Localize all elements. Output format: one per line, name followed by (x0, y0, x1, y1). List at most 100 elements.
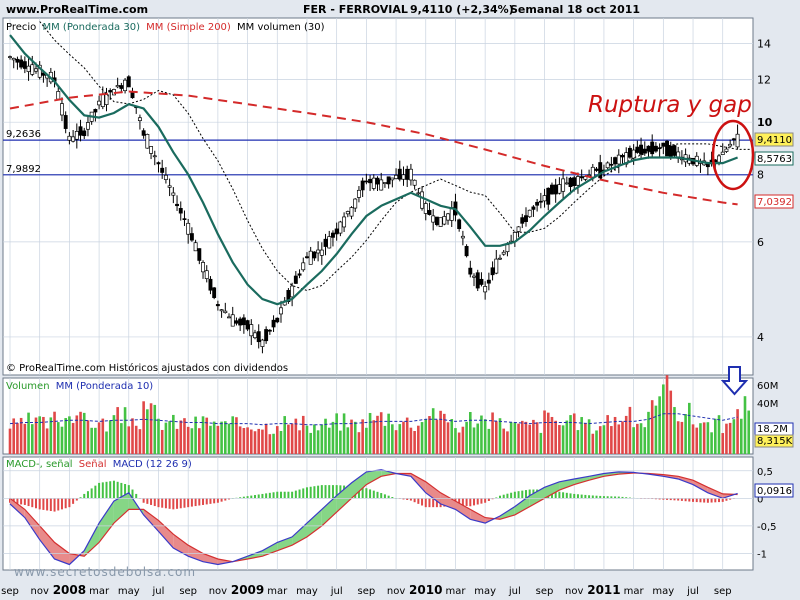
candlestick-series (8, 55, 740, 354)
volume-bar (435, 419, 439, 454)
macd-hist-bar (309, 486, 312, 499)
volume-bar (146, 409, 149, 454)
volume-bar (643, 427, 647, 454)
candle-body (642, 148, 647, 154)
candle-body (245, 320, 250, 330)
macd-fill-segment (559, 479, 575, 491)
volume-bar (283, 416, 286, 454)
volume-bar (520, 420, 524, 454)
macd-hist-bar (161, 498, 164, 508)
volume-bar (391, 424, 394, 454)
candle-body (524, 215, 528, 222)
x-tick-label: nov (31, 586, 49, 597)
macd-hist-bar (565, 492, 568, 499)
volume-bar (116, 407, 119, 454)
price-panel[interactable] (2, 17, 754, 376)
macd-tick-label: -0,5 (757, 522, 777, 533)
candle-body (34, 68, 38, 72)
macd-hist-bar (53, 498, 56, 512)
volume-bar (714, 418, 717, 454)
macd-hist-bar (127, 485, 130, 499)
candle-body (171, 192, 176, 196)
volume-bar (179, 420, 183, 454)
volume-bar (535, 422, 539, 454)
volume-bar (34, 417, 38, 454)
volume-bar (224, 421, 227, 454)
x-tick-label: may (296, 586, 318, 597)
macd-hist-bar (105, 481, 108, 499)
macd-hist-bar (124, 484, 127, 499)
volume-bar (346, 427, 350, 454)
macd-hist-bar (458, 498, 461, 506)
vol-ma-value: 18,2M (757, 424, 788, 435)
volume-bar (257, 428, 261, 454)
site-title[interactable]: www.ProRealTime.com (6, 3, 148, 16)
candle-body (594, 168, 599, 171)
volume-bar (23, 423, 27, 454)
volume-bar (736, 409, 739, 454)
macd-hist-bar (254, 495, 256, 499)
volume-bar (691, 424, 695, 454)
volume-bar (194, 416, 197, 454)
macd-hist-bar (602, 496, 605, 499)
legend-signal: Señal (79, 459, 107, 470)
macd-hist-bar (187, 498, 190, 508)
volume-bar (695, 427, 699, 454)
macd-hist-bar (524, 490, 527, 499)
candle-body (531, 206, 536, 210)
hline-label-upper: 9,2636 (6, 129, 41, 140)
volume-bar (253, 431, 257, 454)
vol-axis-40m: 40M (757, 399, 778, 410)
volume-bar (8, 428, 12, 454)
macd-hist-bar (276, 491, 279, 499)
candle-body (724, 148, 729, 152)
macd-hist-bar (250, 495, 253, 499)
legend-vol-mm: MM (Ponderada 10) (56, 381, 154, 392)
volume-bar (450, 418, 454, 454)
volume-bar (123, 407, 127, 454)
volume-bar (662, 384, 665, 454)
volume-bar (606, 415, 609, 454)
macd-hist-bar (20, 498, 23, 505)
macd-fill-segment (351, 471, 367, 499)
macd-fill-segment (589, 473, 604, 481)
macd-hist-bar (521, 490, 524, 499)
macd-hist-bar (484, 498, 487, 503)
volume-bar (127, 426, 131, 454)
macd-hist-bar (150, 498, 153, 505)
volume-bar (502, 428, 506, 454)
x-tick-label: jul (330, 586, 343, 597)
volume-bar (60, 426, 64, 454)
volume-bar (409, 427, 413, 454)
macd-hist-bar (291, 491, 294, 499)
macd-tick-label: 0,5 (757, 467, 773, 478)
volume-bar (376, 415, 379, 454)
candle-body (316, 249, 321, 254)
candle-body (668, 145, 673, 158)
candle-body (15, 58, 20, 63)
candle-body (620, 154, 625, 158)
candle-body (319, 249, 324, 256)
volume-bar (309, 432, 312, 454)
candle-body (334, 228, 339, 235)
candle-body (145, 134, 150, 149)
candle-body (82, 130, 87, 137)
candle-body (201, 262, 205, 273)
volume-bar (617, 424, 621, 454)
candle-body (22, 61, 27, 69)
candle-body (290, 285, 295, 298)
macd-fill-segment (544, 481, 560, 499)
macd-hist-bar (584, 494, 587, 499)
volume-bar (725, 423, 728, 454)
candle-body (11, 57, 16, 61)
volume-bars (8, 375, 751, 454)
macd-hist-bar (320, 485, 323, 499)
candle-body (26, 65, 31, 72)
mm200-line (9, 90, 738, 206)
volume-bar (79, 411, 82, 454)
macd-hist-bar (79, 497, 82, 499)
candle-body (212, 287, 217, 298)
volume-bar (94, 427, 97, 454)
macd-hist-bar (265, 493, 268, 499)
candle-body (301, 262, 306, 271)
